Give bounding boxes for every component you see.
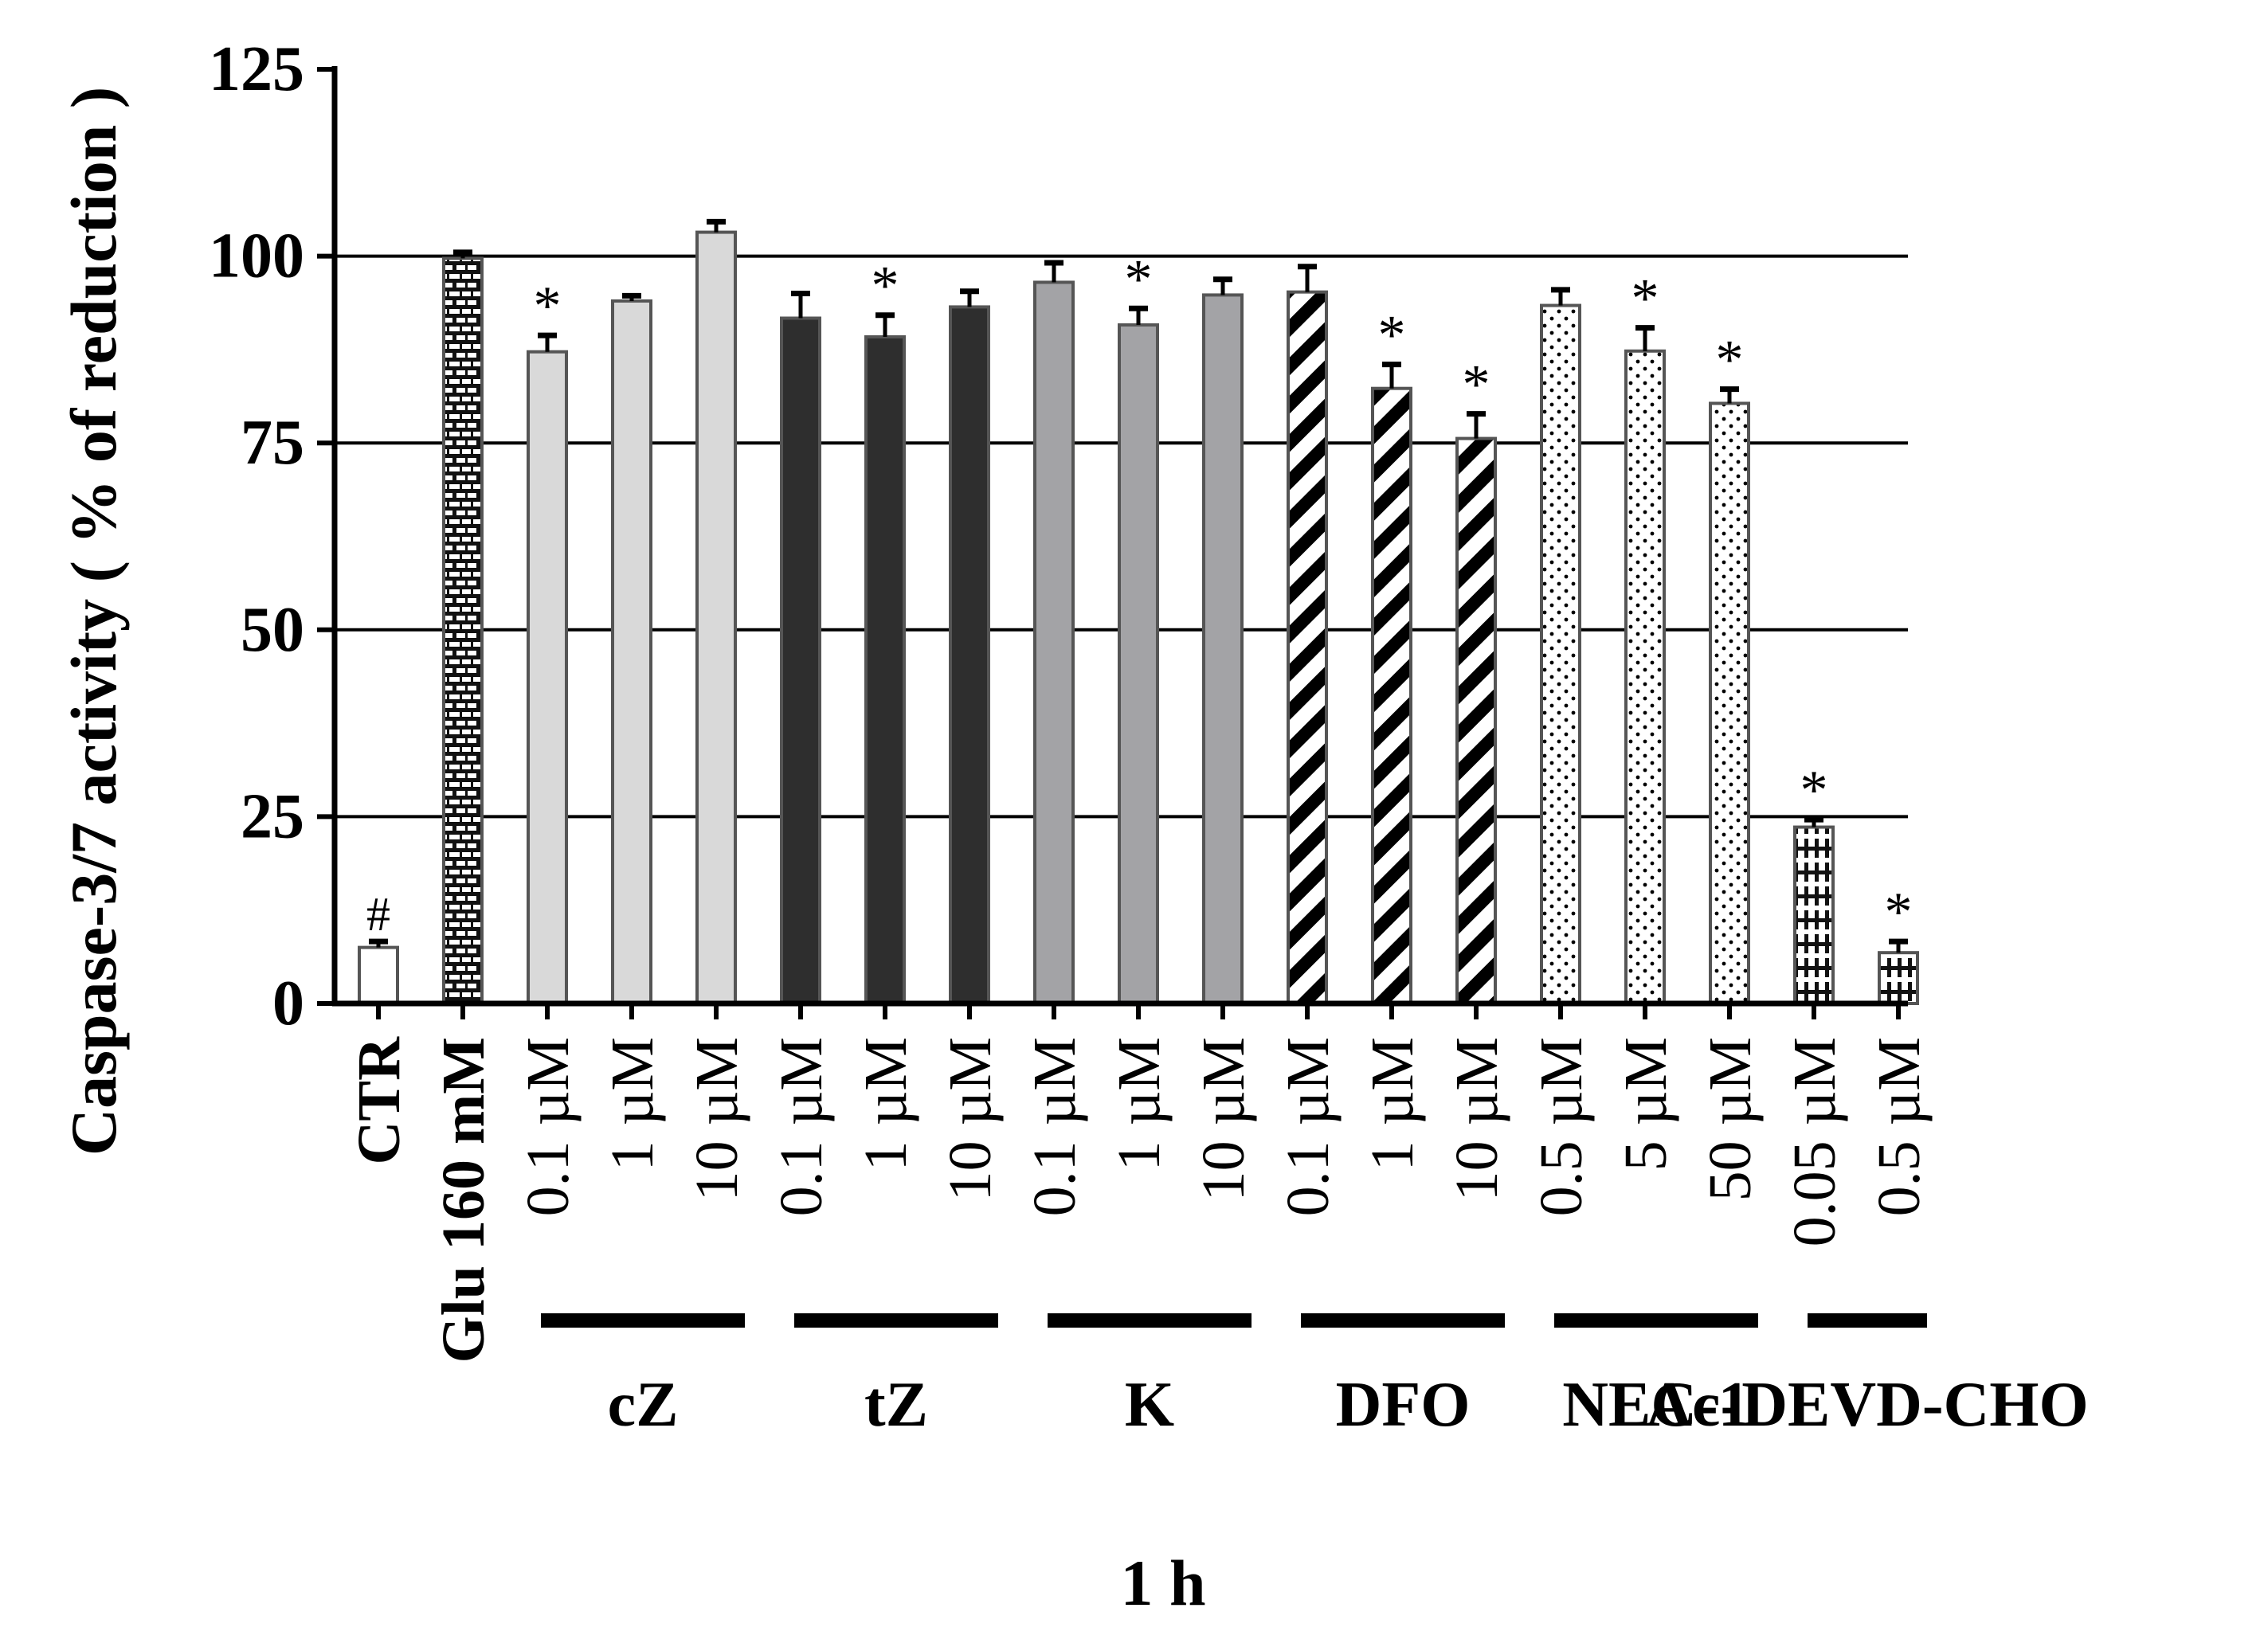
- annotation-13: *: [1463, 354, 1490, 416]
- x-tick-label-14: 0.5 µM: [1528, 1037, 1595, 1216]
- group-labels: cZ tZ K DFO NEC-1Ac-DEVD-CHO: [541, 1313, 2089, 1440]
- bar-13: [1455, 436, 1497, 1005]
- annotation-0: #: [366, 888, 390, 941]
- bar-12: [1371, 386, 1412, 1006]
- group-label-3: DFO: [1336, 1370, 1471, 1440]
- x-tick-label-9: 1 µM: [1106, 1037, 1173, 1171]
- bar-17: [1793, 825, 1835, 1005]
- bar-11: [1287, 290, 1328, 1005]
- bar-15: [1624, 349, 1666, 1005]
- group-label-1: tZ: [864, 1370, 928, 1440]
- bar-5: [780, 316, 821, 1006]
- bar-4: [695, 230, 737, 1005]
- x-tick-label-13: 10 µM: [1443, 1037, 1510, 1201]
- x-tick-label-12: 1 µM: [1359, 1037, 1426, 1171]
- x-tick-label-3: 1 µM: [599, 1037, 666, 1171]
- bar-3: [611, 299, 652, 1005]
- bars: [358, 230, 1919, 1006]
- y-axis-label: Caspase-3/7 activity ( % of reduction ): [57, 87, 130, 1156]
- x-tick-label-10: 10 µM: [1190, 1037, 1257, 1201]
- y-tick-label-125: 125: [209, 34, 304, 104]
- bar-16: [1709, 401, 1750, 1006]
- bar-1: [442, 256, 484, 1005]
- y-tick-label-75: 75: [241, 408, 304, 478]
- x-tick-label-5: 0.1 µM: [768, 1037, 835, 1216]
- annotations: # * * * * * * * * *: [366, 248, 1913, 943]
- x-tick-label-2: 0.1 µM: [515, 1037, 582, 1216]
- annotation-16: *: [1716, 330, 1744, 391]
- x-tick-label-11: 0.1 µM: [1275, 1037, 1342, 1216]
- x-tick-label-16: 50 µM: [1697, 1037, 1764, 1201]
- y-tick-label-100: 100: [209, 221, 304, 291]
- x-tick-label-7: 10 µM: [937, 1037, 1004, 1201]
- x-axis-label: 1 h: [1120, 1547, 1205, 1619]
- x-tick-label-4: 10 µM: [684, 1037, 750, 1201]
- y-tick-label-0: 0: [272, 968, 304, 1039]
- y-tick-label-50: 50: [241, 595, 304, 665]
- annotation-6: *: [872, 256, 899, 317]
- bar-6: [864, 334, 906, 1005]
- x-tick-label-15: 5 µM: [1612, 1037, 1679, 1171]
- annotation-15: *: [1631, 268, 1659, 330]
- group-label-4: NEC-1: [1562, 1370, 1750, 1440]
- bar-7: [949, 305, 990, 1005]
- x-ticks: CTR Glu 160 mM 0.1 µM 1 µM 10 µM 0.1 µM 1 µM 10…: [346, 1003, 1933, 1363]
- bar-8: [1033, 280, 1075, 1006]
- group-label-2: K: [1125, 1370, 1174, 1440]
- annotation-9: *: [1125, 248, 1153, 310]
- y-tick-label-25: 25: [241, 781, 304, 851]
- annotation-18: *: [1885, 882, 1913, 943]
- x-tick-label-6: 1 µM: [852, 1037, 919, 1171]
- annotation-17: *: [1800, 760, 1828, 821]
- x-tick-label-8: 0.1 µM: [1021, 1037, 1088, 1216]
- group-label-5: Ac-DEVD-CHO: [1646, 1370, 2088, 1440]
- bar-18: [1878, 951, 1919, 1006]
- y-ticks: 0 25 50 75 100 125: [209, 34, 335, 1039]
- bar-14: [1540, 303, 1581, 1005]
- x-tick-label-17: 0.05 µM: [1781, 1037, 1848, 1246]
- group-label-0: cZ: [608, 1370, 679, 1440]
- bar-2: [527, 350, 568, 1005]
- error-bars: [369, 218, 1908, 953]
- bar-10: [1202, 293, 1244, 1005]
- x-tick-label-18: 0.5 µM: [1866, 1037, 1933, 1216]
- x-tick-label-0: CTR: [346, 1036, 413, 1165]
- x-tick-label-1: Glu 160 mM: [430, 1037, 497, 1363]
- annotation-2: *: [534, 276, 562, 337]
- annotation-12: *: [1378, 305, 1406, 366]
- bar-9: [1118, 323, 1159, 1005]
- bar-0: [358, 945, 399, 1005]
